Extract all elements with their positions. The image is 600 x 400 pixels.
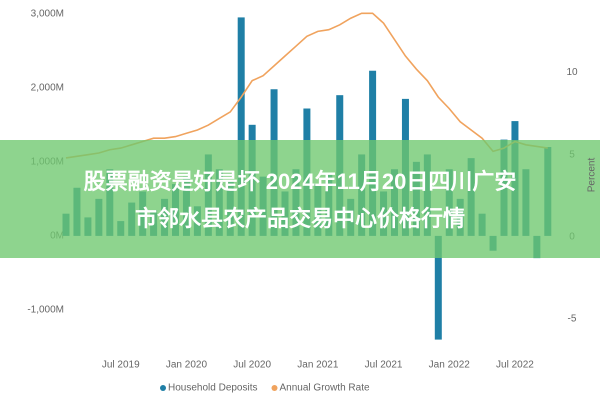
banner-text: 市邻水县农产品交易中心价格行情 [135,206,465,231]
x-tick-label: Jul 2020 [233,360,271,371]
x-tick-label: Jan 2022 [429,360,471,371]
x-tick-label: Jul 2021 [365,360,403,371]
bar [434,235,442,340]
banner-background [0,140,600,258]
y-tick-label: 3,000M [31,8,64,19]
y2-axis-label: Percent [587,158,598,193]
banner-text: 股票融资是好是坏 2024年11月20日四川广安 [84,169,517,194]
x-tick-label: Jul 2019 [102,360,140,371]
y2-tick-label: -5 [568,314,577,325]
y-tick-label: 2,000M [31,82,64,93]
y2-tick-label: 10 [566,67,578,78]
legend-label: Annual Growth Rate [280,383,370,394]
legend-swatch [271,385,278,391]
bar [237,17,245,236]
legend-label: Household Deposits [168,383,258,394]
legend-swatch [160,385,166,391]
x-tick-label: Jan 2020 [166,360,208,371]
x-tick-label: Jan 2021 [297,360,339,371]
y-tick-label: -1,000M [27,305,64,316]
x-tick-label: Jul 2022 [496,360,534,371]
